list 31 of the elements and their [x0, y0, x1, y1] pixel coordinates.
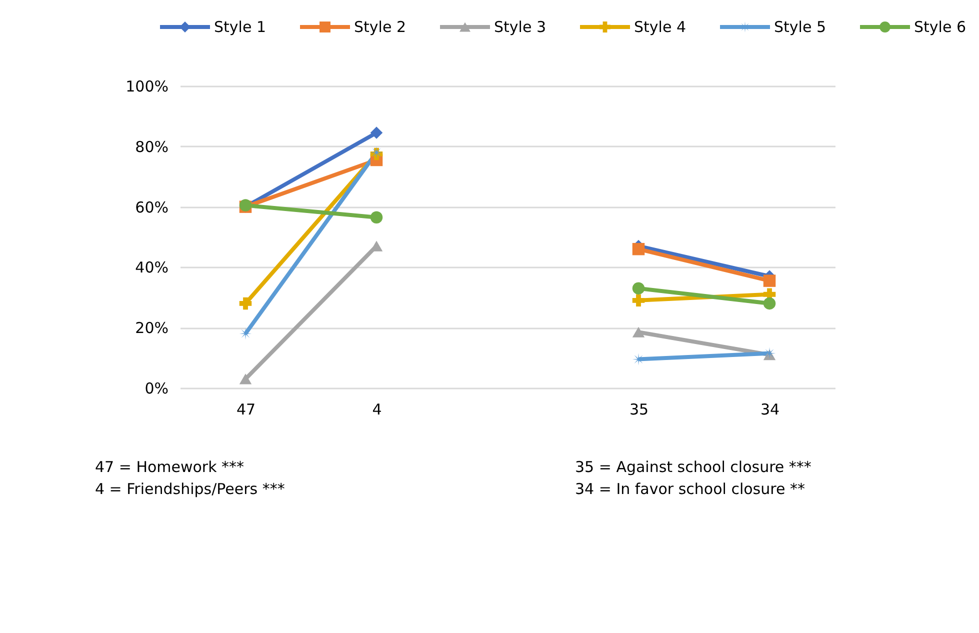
- legend-label: Style 2: [354, 18, 406, 36]
- point: [239, 374, 252, 384]
- y-tick-label: 0%: [144, 380, 168, 398]
- text: 47 = Homework ***: [95, 458, 245, 476]
- point: [632, 282, 645, 294]
- point: [632, 242, 645, 256]
- x-tick-label: 35: [629, 400, 649, 418]
- y-tick-label: 80%: [135, 138, 168, 156]
- y-tick-label: 20%: [135, 319, 168, 338]
- point: [370, 211, 383, 224]
- point: [370, 126, 383, 139]
- y-tick-label: 100%: [126, 78, 168, 96]
- text: 35 = Against school closure ***: [575, 458, 812, 476]
- point: [632, 294, 645, 307]
- legend-label: Style 6: [914, 18, 966, 36]
- point: [763, 297, 776, 310]
- legend-label: Style 4: [634, 18, 686, 36]
- y-tick-label: 40%: [135, 258, 168, 277]
- point: [239, 297, 252, 310]
- text: 4 = Friendships/Peers ***: [95, 480, 286, 498]
- legend-label: Style 1: [214, 18, 266, 36]
- text: 34 = In favor school closure **: [575, 480, 806, 498]
- legend-label: Style 5: [774, 18, 826, 36]
- point: [239, 328, 252, 340]
- legend-label: Style 3: [494, 18, 546, 36]
- point: [632, 326, 645, 338]
- point: [763, 274, 776, 287]
- x-tick-label: 47: [236, 400, 256, 418]
- x-tick-label: 34: [760, 400, 780, 418]
- x-tick-label: 4: [372, 400, 382, 418]
- y-tick-label: 60%: [135, 198, 168, 216]
